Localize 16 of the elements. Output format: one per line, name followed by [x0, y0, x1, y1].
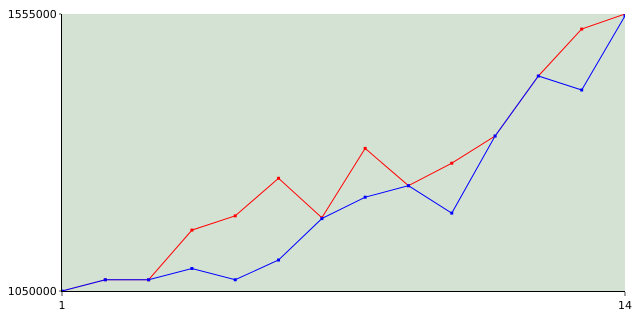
point — [450, 212, 454, 215]
point — [364, 196, 367, 199]
point — [450, 162, 454, 165]
point — [190, 267, 194, 270]
point — [234, 214, 237, 218]
x-tick-label: 14 — [618, 299, 632, 312]
point — [580, 28, 584, 31]
point — [277, 258, 280, 262]
x-tick-label: 1 — [58, 299, 66, 312]
point — [234, 278, 237, 282]
point — [190, 228, 194, 232]
y-tick-label: 1555000 — [8, 8, 57, 21]
point — [364, 146, 367, 150]
point — [580, 88, 584, 92]
point — [277, 176, 280, 180]
y-tick-label: 1050000 — [8, 284, 57, 298]
